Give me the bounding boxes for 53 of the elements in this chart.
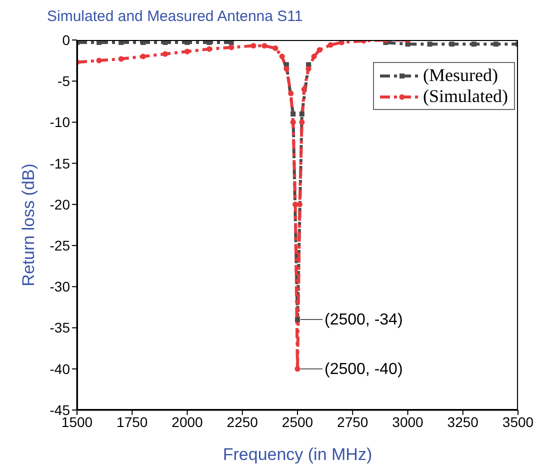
point <box>288 90 294 96</box>
y-tick-label: -5 <box>58 73 70 90</box>
annotation: (2500, -40) <box>324 360 403 378</box>
y-tick-label: 0 <box>62 32 70 48</box>
point <box>290 119 296 126</box>
point <box>118 56 124 62</box>
y-tick-label: -15 <box>50 155 70 172</box>
y-tick-label: -35 <box>50 320 70 336</box>
point <box>290 112 296 116</box>
y-tick-label: -20 <box>50 196 70 212</box>
x-tick-label: 2250 <box>226 414 258 430</box>
y-tick-label: -45 <box>50 402 70 418</box>
point <box>96 58 102 64</box>
y-tick-label: -30 <box>50 278 70 295</box>
point <box>295 317 300 322</box>
x-tick-label: 1750 <box>116 414 148 430</box>
point <box>262 42 268 49</box>
x-tick-label: 3500 <box>502 414 534 430</box>
point <box>206 46 212 52</box>
point <box>279 54 285 60</box>
x-tick-label: 2750 <box>337 414 368 430</box>
point <box>250 42 256 49</box>
legend-label: (Mesured) <box>423 65 498 86</box>
y-tick-label: -40 <box>50 360 70 377</box>
point <box>471 42 476 47</box>
point <box>284 66 290 72</box>
point <box>449 42 454 47</box>
x-tick-label: 3250 <box>447 414 479 430</box>
x-tick-label: 2000 <box>172 414 204 430</box>
chart-title: Simulated and Measured Antenna S11 <box>46 8 304 27</box>
point <box>493 42 498 47</box>
point <box>328 42 334 48</box>
point <box>299 112 304 116</box>
point <box>311 54 317 60</box>
point <box>162 51 168 57</box>
y-axis-title: Return loss (dB) <box>19 164 38 286</box>
point <box>316 47 322 53</box>
point <box>306 66 312 72</box>
x-axis-title: Frequency (in MHz) <box>222 445 372 464</box>
point <box>427 42 432 47</box>
point <box>184 48 190 54</box>
point <box>140 54 146 60</box>
point <box>272 45 278 52</box>
x-tick-label: 3000 <box>392 414 424 430</box>
point <box>299 119 305 126</box>
annotation: (2500, -34) <box>324 312 403 329</box>
x-tick-label: 2500 <box>282 414 314 430</box>
point <box>294 366 300 372</box>
y-tick-label: -10 <box>50 114 70 130</box>
point <box>301 86 307 92</box>
legend-label: (Simulated) <box>423 86 508 107</box>
y-tick-label: -25 <box>50 238 70 254</box>
point <box>228 44 234 50</box>
